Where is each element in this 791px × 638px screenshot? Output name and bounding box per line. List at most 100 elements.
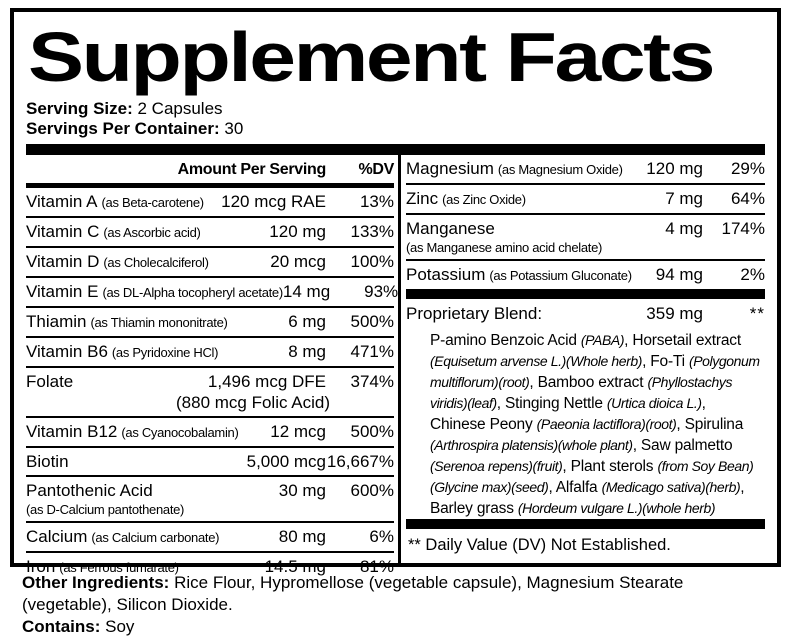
daily-value-footnote: ** Daily Value (DV) Not Established. bbox=[408, 536, 671, 554]
nutrient-amount: 8 mg bbox=[288, 341, 326, 361]
nutrient-dv: 174% bbox=[721, 218, 765, 238]
nutrient-source: (as DL-Alpha tocopheryl acetate) bbox=[102, 284, 283, 300]
nutrient-source: (as D-Calcium pantothenate) bbox=[26, 501, 185, 517]
nutrient-amount: 6 mg bbox=[288, 311, 326, 331]
nutrient-row: Vitamin C (as Ascorbic acid) 120 mg 133% bbox=[26, 218, 394, 248]
nutrient-dv: 2% bbox=[740, 264, 765, 284]
nutrient-name: Magnesium bbox=[406, 158, 494, 178]
blend-ingredient-name: , Saw palmetto bbox=[632, 436, 733, 454]
nutrient-row: Vitamin E (as DL-Alpha tocopheryl acetat… bbox=[26, 278, 398, 308]
nutrient-name: Vitamin B6 bbox=[26, 341, 108, 361]
blend-ingredient-latin-name: (Phyllostachys viridis)(leaf) bbox=[430, 373, 733, 411]
thick-divider-bar-blend-top bbox=[406, 288, 765, 299]
nutrient-row: Vitamin D (as Cholecalciferol) 20 mcg 10… bbox=[26, 248, 394, 278]
nutrient-dv: 81% bbox=[359, 556, 394, 576]
nutrient-amount: 4 mg bbox=[665, 218, 703, 238]
nutrient-name: Biotin bbox=[26, 451, 69, 471]
nutrient-amount: 30 mg bbox=[278, 480, 326, 500]
proprietary-blend-row: Proprietary Blend: 359 mg ** bbox=[406, 299, 765, 328]
right-column: Magnesium (as Magnesium Oxide) 120 mg 29… bbox=[406, 155, 765, 564]
nutrient-name: Vitamin B12 bbox=[26, 421, 118, 441]
supplement-facts-label: Supplement Facts Serving Size: 2 Capsule… bbox=[10, 8, 781, 576]
blend-ingredient-latin-name: (Arthrospira platensis)(whole plant) bbox=[430, 436, 633, 453]
nutrient-row: Pantothenic Acid 30 mg 600% (as D-Calciu… bbox=[26, 477, 394, 523]
nutrient-source: (as Thiamin mononitrate) bbox=[90, 314, 228, 330]
blend-ingredient-name: , Spirulina bbox=[676, 415, 744, 433]
nutrient-amount: 120 mg bbox=[269, 221, 326, 241]
blend-ingredient-latin-name: (Paeonia lactiflora)(root) bbox=[536, 415, 677, 432]
nutrient-dv: 64% bbox=[730, 188, 765, 208]
nutrient-columns: Amount Per Serving %DV Vitamin A (as Bet… bbox=[26, 154, 765, 576]
blend-ingredient-latin-name: (Serenoa repens)(fruit) bbox=[430, 457, 563, 474]
nutrient-dv: 6% bbox=[369, 526, 394, 546]
nutrient-amount: 14.5 mg bbox=[264, 556, 326, 576]
below-label-statements: Other Ingredients: Rice Flour, Hypromell… bbox=[22, 572, 742, 638]
nutrient-amount: 7 mg bbox=[665, 188, 703, 208]
nutrient-amount: 20 mcg bbox=[270, 251, 326, 271]
nutrient-dv: 500% bbox=[350, 421, 394, 441]
label-title: Supplement Facts bbox=[28, 18, 715, 96]
nutrient-dv: 93% bbox=[364, 281, 399, 301]
nutrient-name: Vitamin E bbox=[26, 281, 99, 301]
other-ingredients-value: Rice Flour, Hypromellose (vegetable caps… bbox=[22, 573, 684, 614]
nutrient-name: Calcium bbox=[26, 526, 88, 546]
nutrient-row: Vitamin A (as Beta-carotene) 120 mcg RAE… bbox=[26, 188, 394, 218]
blend-ingredient-latin-name: (PABA) bbox=[580, 331, 625, 348]
other-ingredients: Other Ingredients: Rice Flour, Hypromell… bbox=[22, 572, 728, 616]
nutrient-row: Iron (as Ferrous fumarate) 14.5 mg 81% bbox=[26, 553, 394, 581]
nutrient-row: Biotin 5,000 mcg 16,667% bbox=[26, 448, 394, 477]
nutrient-row: Vitamin B6 (as Pyridoxine HCl) 8 mg 471% bbox=[26, 338, 394, 368]
nutrient-row: Folate 1,496 mcg DFE 374% (880 mcg Folic… bbox=[26, 368, 394, 418]
nutrient-source: (as Magnesium Oxide) bbox=[497, 161, 623, 177]
left-nutrient-rows: Vitamin A (as Beta-carotene) 120 mcg RAE… bbox=[26, 188, 398, 581]
nutrient-row: Thiamin (as Thiamin mononitrate) 6 mg 50… bbox=[26, 308, 394, 338]
column-header-row: Amount Per Serving %DV bbox=[26, 155, 394, 188]
nutrient-dv: 29% bbox=[730, 158, 765, 178]
serving-size-value: 2 Capsules bbox=[132, 98, 223, 118]
blend-ingredient-latin-name: (Urtica dioica L.) bbox=[606, 394, 702, 411]
nutrient-source: (as Zinc Oxide) bbox=[442, 191, 526, 207]
nutrient-amount: 12 mcg bbox=[270, 421, 326, 441]
nutrient-amount: 14 mg bbox=[282, 281, 331, 301]
blend-ingredient-name: , Plant sterols bbox=[562, 457, 658, 475]
nutrient-source: (as Ascorbic acid) bbox=[103, 224, 201, 240]
blend-ingredient-name: , Chinese Peony bbox=[430, 394, 706, 433]
nutrient-row: Vitamin B12 (as Cyanocobalamin) 12 mcg 5… bbox=[26, 418, 394, 448]
nutrient-name: Folate bbox=[26, 371, 74, 391]
nutrient-dv: 133% bbox=[350, 221, 394, 241]
nutrient-source: (as Calcium carbonate) bbox=[91, 529, 220, 545]
contains-label: Contains: bbox=[22, 617, 101, 636]
servings-per-container-label: Servings Per Container: bbox=[26, 118, 220, 138]
nutrient-amount: 120 mg bbox=[646, 158, 703, 178]
nutrient-amount: 94 mg bbox=[655, 264, 703, 284]
nutrient-dv: 13% bbox=[359, 191, 394, 211]
nutrient-source: (as Cyanocobalamin) bbox=[121, 424, 239, 440]
column-divider bbox=[398, 154, 401, 563]
nutrient-amount: 120 mcg RAE bbox=[221, 191, 326, 211]
nutrient-name: Manganese bbox=[406, 218, 495, 238]
blend-ingredient-name: P-amino Benzoic Acid bbox=[430, 331, 581, 349]
nutrient-row: Potassium (as Potassium Gluconate) 94 mg… bbox=[406, 261, 765, 289]
nutrient-dv: 500% bbox=[350, 311, 394, 331]
blend-ingredient-name: , Barley grass bbox=[430, 478, 745, 517]
nutrient-source: (as Cholecalciferol) bbox=[103, 254, 209, 270]
nutrient-source: (as Pyridoxine HCl) bbox=[111, 344, 219, 360]
nutrient-row: Zinc (as Zinc Oxide) 7 mg 64% bbox=[406, 185, 765, 215]
nutrient-name: Potassium bbox=[406, 264, 486, 284]
nutrient-amount: 5,000 mcg bbox=[246, 451, 326, 471]
servings-per-container: Servings Per Container: 30 bbox=[26, 119, 765, 139]
nutrient-name: Pantothenic Acid bbox=[26, 480, 153, 500]
servings-per-container-value: 30 bbox=[219, 118, 244, 138]
serving-size: Serving Size: 2 Capsules bbox=[26, 99, 765, 119]
column-header-amount: Amount Per Serving bbox=[177, 160, 327, 178]
blend-ingredient-latin-name: (from Soy Bean)(Glycine max)(seed) bbox=[430, 457, 754, 495]
nutrient-dv: 471% bbox=[350, 341, 394, 361]
nutrient-name: Thiamin bbox=[26, 311, 87, 331]
nutrient-source: (as Beta-carotene) bbox=[101, 194, 205, 210]
blend-dv: ** bbox=[749, 303, 765, 323]
blend-amount: 359 mg bbox=[646, 303, 703, 323]
blend-name: Proprietary Blend: bbox=[406, 303, 543, 323]
nutrient-source: (as Manganese amino acid chelate) bbox=[406, 239, 603, 255]
right-nutrient-rows: Magnesium (as Magnesium Oxide) 120 mg 29… bbox=[406, 155, 765, 289]
nutrient-name: Iron bbox=[26, 556, 56, 576]
